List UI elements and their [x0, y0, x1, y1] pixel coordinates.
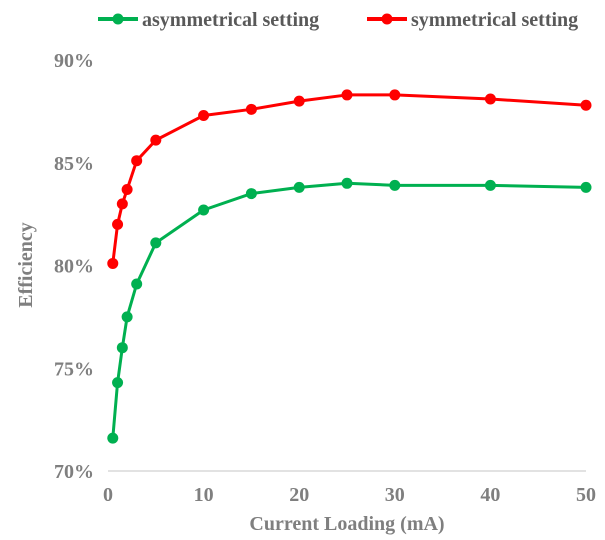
legend: asymmetrical setting symmetrical setting: [98, 9, 578, 31]
legend-item-symmetrical: symmetrical setting: [367, 9, 578, 31]
x-tick-label: 30: [385, 484, 405, 506]
data-point-asymmetrical: [389, 180, 400, 191]
y-tick-label: 90%: [54, 50, 94, 72]
legend-label-asymmetrical: asymmetrical setting: [142, 9, 319, 31]
data-point-asymmetrical: [131, 278, 142, 289]
data-point-symmetrical: [117, 198, 128, 209]
x-tick-labels: 0 10 20 30 40 50: [103, 484, 596, 506]
legend-marker-symmetrical: [382, 14, 393, 25]
data-point-symmetrical: [246, 104, 257, 115]
data-point-asymmetrical: [117, 342, 128, 353]
data-point-symmetrical: [198, 110, 209, 121]
y-tick-label: 85%: [54, 153, 94, 175]
data-point-asymmetrical: [581, 182, 592, 193]
data-point-symmetrical: [131, 155, 142, 166]
legend-item-asymmetrical: asymmetrical setting: [98, 9, 319, 31]
legend-marker-asymmetrical: [113, 14, 124, 25]
x-tick-label: 20: [289, 484, 309, 506]
data-point-asymmetrical: [342, 178, 353, 189]
y-axis-title: Efficiency: [15, 222, 37, 308]
series-line-asymmetrical: [113, 183, 586, 438]
data-point-symmetrical: [107, 258, 118, 269]
data-point-asymmetrical: [485, 180, 496, 191]
data-point-symmetrical: [150, 135, 161, 146]
data-point-asymmetrical: [107, 433, 118, 444]
data-point-symmetrical: [485, 94, 496, 105]
data-point-symmetrical: [112, 219, 123, 230]
data-point-asymmetrical: [122, 311, 133, 322]
y-tick-label: 75%: [54, 358, 94, 380]
data-point-symmetrical: [294, 96, 305, 107]
x-axis-title: Current Loading (mA): [249, 513, 444, 535]
data-point-asymmetrical: [246, 188, 257, 199]
series-layer: [107, 89, 591, 443]
data-point-symmetrical: [389, 89, 400, 100]
data-point-asymmetrical: [112, 377, 123, 388]
y-tick-label: 70%: [54, 461, 94, 483]
data-point-asymmetrical: [198, 205, 209, 216]
y-tick-labels: 70% 75% 80% 85% 90%: [54, 50, 94, 483]
x-tick-label: 40: [480, 484, 500, 506]
legend-label-symmetrical: symmetrical setting: [411, 9, 578, 31]
data-point-symmetrical: [581, 100, 592, 111]
x-tick-label: 10: [194, 484, 214, 506]
x-tick-label: 0: [103, 484, 113, 506]
x-tick-label: 50: [576, 484, 596, 506]
data-point-symmetrical: [122, 184, 133, 195]
data-point-asymmetrical: [294, 182, 305, 193]
data-point-asymmetrical: [150, 237, 161, 248]
data-point-symmetrical: [342, 89, 353, 100]
y-tick-label: 80%: [54, 256, 94, 278]
